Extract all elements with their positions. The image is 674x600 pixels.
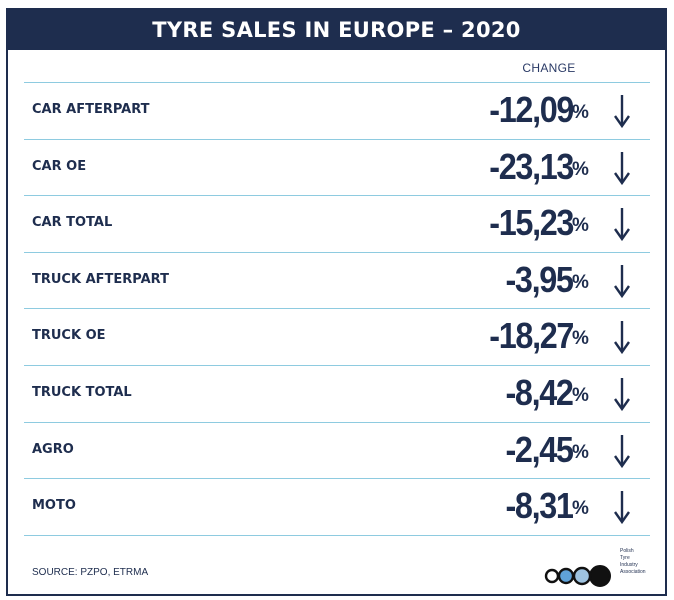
row-value: -3,95: [505, 258, 574, 300]
row-divider: [24, 251, 650, 253]
table-row: AGRO -2,45%: [8, 422, 665, 478]
row-percent-sign: %: [572, 102, 589, 123]
table-row: TRUCK OE -18,27%: [8, 308, 665, 364]
header-rule: [24, 82, 650, 83]
logo-circle: [557, 567, 575, 585]
row-value: -15,23: [489, 202, 574, 244]
down-arrow-icon: [614, 264, 630, 298]
pzpo-logo-icon: [544, 565, 611, 587]
logo-circle: [589, 565, 611, 587]
row-percent-sign: %: [572, 441, 589, 463]
row-percent-sign: %: [572, 498, 589, 520]
row-divider: [24, 365, 650, 366]
row-percent-sign: %: [572, 158, 589, 180]
table-row: TRUCK TOTAL -8,42%: [8, 365, 665, 421]
row-label: TRUCK AFTERPART: [32, 271, 169, 287]
row-value: -18,27: [489, 315, 574, 357]
table-row: CAR TOTAL -15,23%: [8, 195, 665, 251]
table-row: CAR AFTERPART -12,09%: [8, 82, 665, 138]
row-value: -8,31: [505, 485, 574, 527]
logo-circle: [572, 566, 592, 586]
row-label: CAR TOTAL: [32, 215, 113, 231]
row-label: AGRO: [32, 441, 74, 457]
row-percent-sign: %: [572, 271, 589, 293]
logo-text: Polish Tyre Industry Association: [620, 548, 664, 576]
table-row: CAR OE -23,13%: [8, 139, 665, 195]
row-label: TRUCK TOTAL: [32, 385, 132, 400]
row-divider: [24, 138, 650, 140]
row-value: -8,42: [505, 372, 574, 413]
row-label: TRUCK OE: [32, 328, 106, 344]
row-divider: [24, 421, 650, 423]
row-percent-sign: %: [572, 215, 589, 237]
row-divider: [24, 308, 650, 310]
down-arrow-icon: [614, 95, 630, 128]
row-value: -12,09: [489, 89, 574, 130]
down-arrow-icon: [614, 378, 630, 411]
down-arrow-icon: [614, 321, 630, 355]
row-divider: [24, 534, 650, 536]
chart-frame: TYRE SALES IN EUROPE – 2020 CHANGE CAR A…: [6, 8, 667, 596]
row-percent-sign: %: [572, 328, 589, 350]
logo-line-4: Association: [620, 569, 646, 575]
logo-circle: [544, 568, 560, 584]
row-divider: [24, 195, 650, 197]
down-arrow-icon: [614, 434, 630, 468]
source-note: SOURCE: PZPO, ETRMA: [32, 567, 149, 578]
row-label: CAR AFTERPART: [32, 102, 150, 117]
down-arrow-icon: [614, 208, 630, 242]
row-label: MOTO: [32, 498, 76, 514]
table-row: MOTO -8,31%: [8, 478, 665, 534]
row-label: CAR OE: [32, 158, 87, 174]
change-column-header: CHANGE: [522, 61, 576, 75]
row-value: -23,13: [489, 145, 574, 187]
logo-line-2: Tyre: [620, 555, 630, 561]
row-divider: [24, 478, 650, 480]
chart-title: TYRE SALES IN EUROPE – 2020: [8, 10, 665, 50]
logo-line-3: Industry: [620, 562, 638, 568]
row-value: -2,45: [505, 428, 574, 470]
down-arrow-icon: [614, 151, 630, 185]
down-arrow-icon: [614, 491, 630, 525]
row-percent-sign: %: [572, 385, 589, 406]
logo-line-1: Polish: [620, 548, 634, 554]
table-row: TRUCK AFTERPART -3,95%: [8, 252, 665, 308]
